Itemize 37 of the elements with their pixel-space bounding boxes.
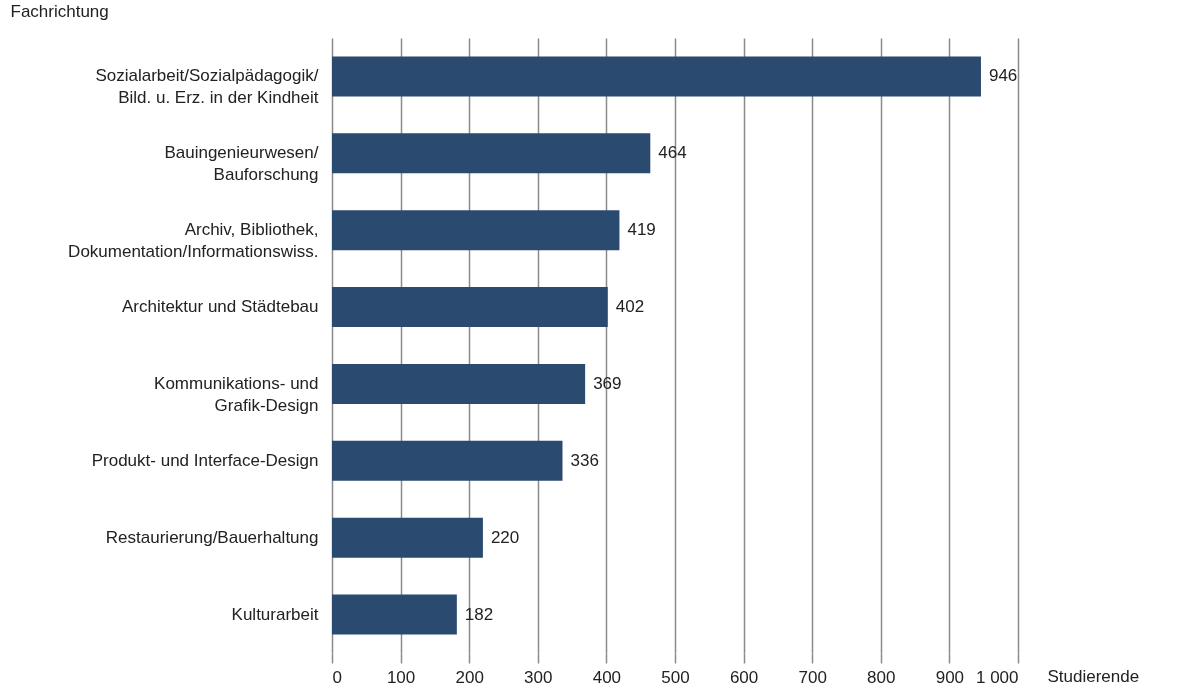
y-tick-label: Architektur und Städtebau (121, 297, 319, 317)
bar (332, 287, 608, 328)
x-tick-label: 700 (798, 667, 827, 687)
bar (332, 133, 651, 174)
bar (332, 440, 563, 481)
data-label: 402 (615, 297, 645, 317)
x-tick-label: 800 (867, 667, 896, 687)
y-tick-label: Produkt- und Interface-Design (91, 450, 319, 470)
y-axis-title: Fachrichtung (10, 1, 109, 21)
bar (332, 594, 457, 635)
bar (332, 56, 981, 97)
x-axis-title: Studierende (1047, 666, 1140, 686)
data-label: 220 (490, 527, 520, 547)
x-tick-label: 300 (524, 667, 553, 687)
y-tick-label: Restaurierung/Bauerhaltung (105, 527, 319, 547)
data-label: 182 (464, 604, 494, 624)
data-label: 369 (593, 373, 622, 393)
x-tick-label: 100 (386, 667, 416, 687)
data-label: 946 (988, 66, 1018, 86)
bar (332, 363, 586, 404)
y-tick-label: Bauingenieurwesen/ Bauforschung (164, 143, 319, 185)
x-tick-label: 500 (661, 667, 690, 687)
y-tick-label: Kulturarbeit (231, 604, 319, 624)
y-tick-label: Kommunikations- und Grafik-Design (154, 373, 319, 415)
y-tick-label: Sozialarbeit/Sozialpädagogik/ Bild. u. Erz. in der Kindheit (95, 66, 319, 108)
bar (332, 210, 620, 251)
x-tick-label: 600 (729, 667, 759, 687)
x-tick-label: 400 (592, 667, 622, 687)
x-tick-label: 200 (455, 667, 484, 687)
data-label: 464 (658, 143, 687, 163)
x-tick-label: 0 (332, 667, 342, 687)
data-label: 336 (570, 450, 599, 470)
y-tick-label: Archiv, Bibliothek, Dokumentation/Informationswiss. (68, 220, 319, 262)
bar (332, 517, 483, 558)
x-tick-label: 900 (935, 667, 965, 687)
x-tick-label: 1 000 (975, 667, 1019, 687)
data-label: 419 (627, 220, 656, 240)
